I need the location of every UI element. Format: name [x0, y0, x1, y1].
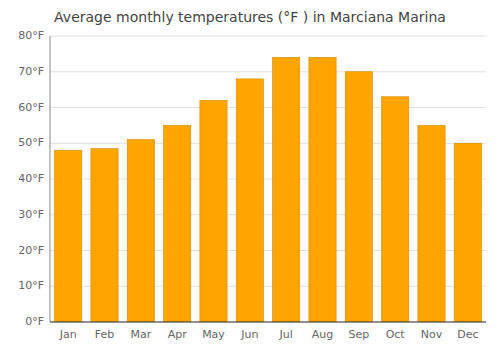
x-axis-line	[50, 321, 486, 322]
bar	[345, 72, 372, 322]
bar	[273, 57, 300, 322]
x-tick-label: Jun	[240, 328, 258, 341]
x-tick-label: Mar	[130, 328, 151, 341]
y-tick-label: 20°F	[18, 244, 44, 257]
grid-line	[50, 36, 486, 37]
grid-line	[50, 322, 486, 323]
grid-line	[50, 107, 486, 108]
y-tick-label: 10°F	[18, 279, 44, 292]
y-tick-label: 70°F	[18, 65, 44, 78]
x-tick-label: Dec	[457, 328, 478, 341]
grid	[50, 36, 486, 322]
y-tick-label: 30°F	[18, 208, 44, 221]
bar	[200, 100, 227, 322]
x-tick-label: Jul	[279, 328, 293, 341]
bar	[454, 143, 481, 322]
bar	[55, 150, 82, 322]
y-tick-label: 40°F	[18, 172, 44, 185]
bar	[309, 57, 336, 322]
bar	[91, 149, 118, 322]
x-tick-label: May	[202, 328, 225, 341]
chart-container: 0°F 10°F 20°F 30°F 40°F 50°F 60°F 70°F 80°F Jan Fe…	[0, 0, 500, 350]
x-tick-label: Sep	[348, 328, 369, 341]
x-tick-label: Apr	[168, 328, 188, 341]
bar	[164, 125, 191, 322]
y-axis: 0°F 10°F 20°F 30°F 40°F 50°F 60°F 70°F 80°F	[18, 29, 50, 328]
y-tick-label: 80°F	[18, 29, 44, 42]
bar	[127, 140, 154, 322]
x-axis: Jan Feb Mar Apr May Jun Jul Aug Sep Oct Nov Dec	[50, 322, 486, 341]
y-tick-label: 50°F	[18, 136, 44, 149]
y-tick-label: 60°F	[18, 101, 44, 114]
chart-svg: 0°F 10°F 20°F 30°F 40°F 50°F 60°F 70°F 80°F Jan Fe…	[0, 0, 500, 350]
x-tick-label: Aug	[312, 328, 333, 341]
bar	[382, 97, 409, 322]
chart-title: Average monthly temperatures (°F ) in Ma…	[54, 9, 446, 25]
x-tick-label: Jan	[59, 328, 77, 341]
x-tick-label: Feb	[95, 328, 114, 341]
bar	[236, 79, 263, 322]
x-tick-label: Nov	[421, 328, 443, 341]
y-tick-label: 0°F	[25, 315, 44, 328]
bars	[55, 57, 482, 322]
grid-line	[50, 71, 486, 72]
y-axis-line	[50, 36, 51, 322]
x-tick-label: Oct	[386, 328, 406, 341]
bar	[418, 125, 445, 322]
